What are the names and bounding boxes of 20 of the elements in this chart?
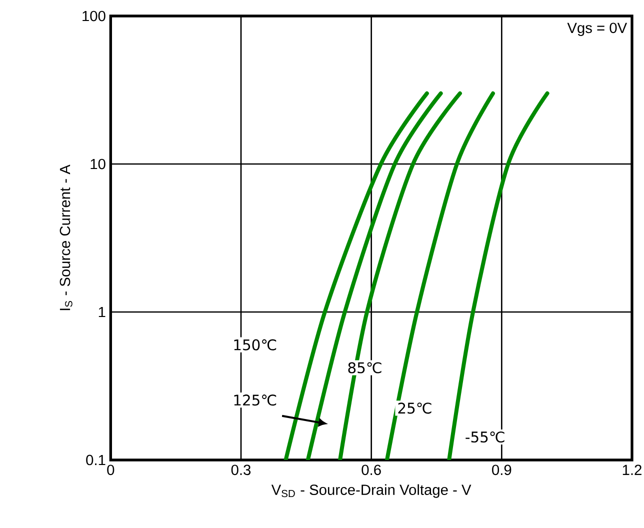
y-tick-label: 10 bbox=[90, 158, 106, 170]
series-label: 25℃ bbox=[398, 402, 432, 414]
line-series bbox=[338, 91, 462, 460]
y-tick-label: 100 bbox=[82, 10, 106, 22]
x-tick-label: 0.3 bbox=[231, 464, 251, 476]
series-label: -55℃ bbox=[466, 431, 504, 443]
line-series bbox=[447, 91, 550, 460]
text: 125℃ bbox=[234, 394, 276, 406]
y-axis-title: I$_{S}$ - Source Current - A bbox=[60, 164, 72, 310]
x-tick-label: 0 bbox=[107, 464, 114, 476]
y-tick-label: 1 bbox=[98, 306, 106, 318]
x-axis-title: V$_{SD}$ - Source-Drain Voltage - V bbox=[271, 484, 472, 498]
text: 150℃ bbox=[234, 339, 276, 350]
x-tick-label: 0.9 bbox=[492, 464, 512, 476]
x-tick-label: 0.6 bbox=[362, 464, 381, 476]
series-label: 85℃ bbox=[348, 362, 382, 374]
line-series bbox=[306, 91, 443, 460]
annotation: Vgs = 0V bbox=[567, 22, 628, 36]
x-tick-label: 1.2 bbox=[622, 464, 642, 475]
y-tick-label: 0.1 bbox=[86, 454, 106, 466]
